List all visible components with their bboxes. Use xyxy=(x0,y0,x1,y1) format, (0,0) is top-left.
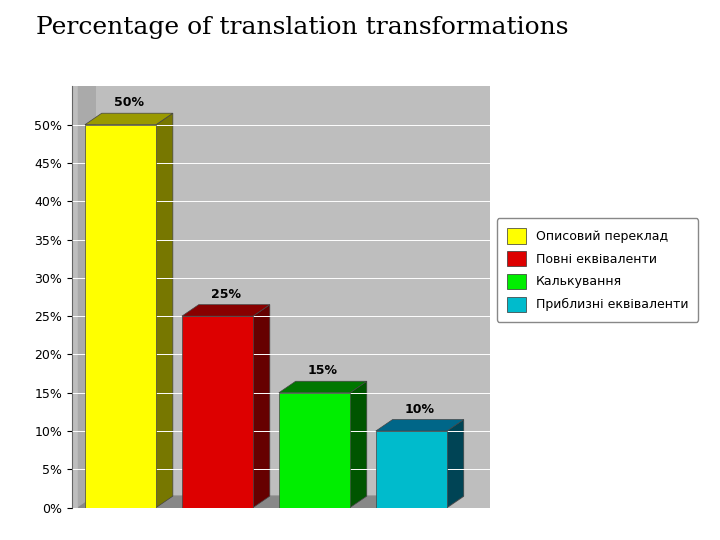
Polygon shape xyxy=(279,381,366,393)
Bar xyxy=(182,316,253,508)
Text: 10%: 10% xyxy=(405,403,435,416)
Text: Percentage of translation transformations: Percentage of translation transformation… xyxy=(36,16,569,39)
Polygon shape xyxy=(376,420,464,431)
Polygon shape xyxy=(78,496,464,508)
Polygon shape xyxy=(156,113,173,508)
Polygon shape xyxy=(350,381,366,508)
Polygon shape xyxy=(78,75,95,508)
Polygon shape xyxy=(447,420,464,508)
Bar xyxy=(85,125,156,508)
Text: 50%: 50% xyxy=(114,96,144,110)
Bar xyxy=(279,393,350,508)
Legend: Описовий переклад, Повні еквіваленти, Калькування, Приблизні еквіваленти: Описовий переклад, Повні еквіваленти, Ка… xyxy=(497,218,698,322)
Polygon shape xyxy=(182,305,270,316)
Polygon shape xyxy=(253,305,270,508)
Text: 25%: 25% xyxy=(211,288,241,301)
Text: 15%: 15% xyxy=(308,364,338,377)
Polygon shape xyxy=(85,113,173,125)
Bar xyxy=(376,431,447,508)
